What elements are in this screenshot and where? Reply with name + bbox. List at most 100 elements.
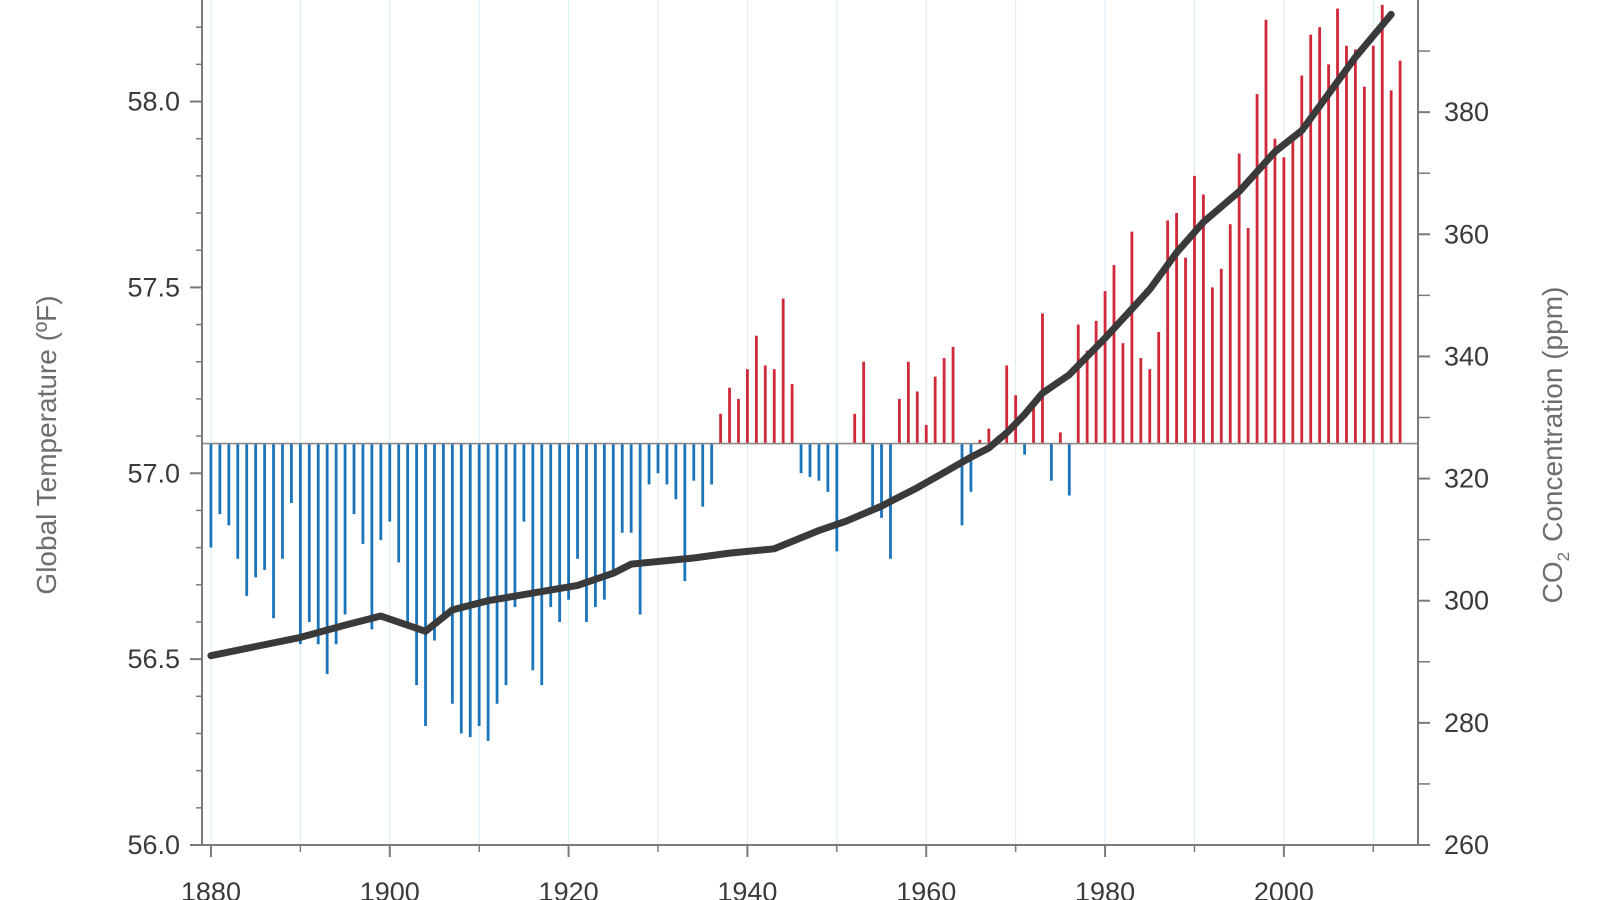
temp-bar-1975 <box>1058 432 1062 444</box>
temp-bar-1989 <box>1184 257 1187 444</box>
y-axis-title: Global Temperature (ºF) <box>31 295 62 594</box>
y-tick-label: 57.5 <box>127 272 180 302</box>
temp-bar-1964 <box>960 443 964 526</box>
temp-bar-2000 <box>1282 157 1286 444</box>
x-tick-label: 1920 <box>539 877 599 900</box>
temp-bar-1938 <box>728 387 731 444</box>
temp-bar-2012 <box>1389 90 1393 444</box>
temp-bar-1957 <box>898 398 901 444</box>
x-tick-label: 1940 <box>717 877 777 900</box>
temp-bar-1903 <box>415 443 418 686</box>
temp-bar-1980 <box>1103 291 1107 444</box>
temp-bar-2001 <box>1291 138 1295 444</box>
temp-bar-1992 <box>1210 287 1214 444</box>
temp-bar-1928 <box>638 443 642 615</box>
temp-bar-2006 <box>1336 8 1339 444</box>
temp-bar-1983 <box>1130 231 1134 444</box>
y2-tick-label: 320 <box>1444 464 1489 494</box>
x-tick-label: 2000 <box>1254 877 1314 900</box>
y2-tick-label: 260 <box>1444 830 1489 860</box>
temp-bar-1954 <box>871 443 874 507</box>
temp-bar-1967 <box>987 428 991 444</box>
temp-bar-1973 <box>1041 313 1044 444</box>
temp-bar-1885 <box>254 443 258 578</box>
temp-bar-1969 <box>1005 365 1009 444</box>
temp-bar-1982 <box>1121 343 1125 444</box>
y2-tick-label: 360 <box>1444 219 1489 249</box>
y2-axis-title-prefix: CO <box>1537 561 1568 603</box>
temp-bar-1996 <box>1246 227 1250 444</box>
temp-bar-1988 <box>1175 213 1178 444</box>
y2-tick-label: 280 <box>1444 708 1489 738</box>
temp-bar-1971 <box>1023 443 1026 455</box>
temp-bar-1986 <box>1157 332 1161 444</box>
temperature-bars <box>209 4 1402 741</box>
temp-bar-1997 <box>1255 94 1259 444</box>
temp-bar-1893 <box>325 443 329 674</box>
temp-bar-1940 <box>746 369 749 444</box>
y2-axis-title-suffix: Concentration (ppm) <box>1537 287 1568 542</box>
y2-tick-label: 300 <box>1444 586 1489 616</box>
temp-bar-1881 <box>218 443 222 515</box>
temp-bar-1909 <box>468 443 472 738</box>
temp-bar-1974 <box>1050 443 1053 481</box>
temp-bar-1925 <box>611 443 615 570</box>
temp-bar-2005 <box>1327 64 1330 444</box>
temp-bar-1912 <box>495 443 499 704</box>
temp-bar-1946 <box>799 443 803 474</box>
temp-bar-1959 <box>915 391 919 444</box>
temp-bar-1911 <box>486 443 490 741</box>
temp-bar-1880 <box>209 443 213 548</box>
temp-bar-2003 <box>1309 34 1313 444</box>
temp-bar-1904 <box>424 443 427 727</box>
temp-bar-1936 <box>710 443 714 485</box>
temp-bar-1976 <box>1067 443 1071 496</box>
temp-bar-1923 <box>594 443 597 608</box>
temp-bar-1919 <box>558 443 562 622</box>
temp-bar-1892 <box>316 443 320 645</box>
temp-bar-1981 <box>1112 265 1116 444</box>
temp-bar-1895 <box>343 443 347 615</box>
temp-bar-1958 <box>906 361 910 444</box>
temp-bar-1917 <box>540 443 544 686</box>
temp-bar-1907 <box>450 443 454 704</box>
temp-bar-1947 <box>808 443 812 477</box>
temp-bar-2007 <box>1345 45 1348 444</box>
temp-bar-1944 <box>781 298 785 444</box>
temp-bar-1883 <box>236 443 240 559</box>
temp-bar-1966 <box>978 439 982 444</box>
tick-labels: 56.0 56.5 57.0 57.5 58.0 260 280 300 320 340 360 38… <box>127 0 1489 900</box>
temp-bar-1902 <box>406 443 410 622</box>
temp-bar-1894 <box>334 443 338 645</box>
temp-bar-1887 <box>272 443 275 619</box>
temp-bar-1999 <box>1273 138 1277 444</box>
y-tick-label: 57.0 <box>127 458 180 488</box>
temp-bar-1921 <box>576 443 579 559</box>
temp-bar-1922 <box>585 443 588 622</box>
x-tick-label: 1980 <box>1075 877 1135 900</box>
temp-bar-1891 <box>307 443 311 622</box>
temp-bar-1896 <box>352 443 356 515</box>
temp-bar-1941 <box>754 335 758 444</box>
temp-bar-1955 <box>880 443 883 518</box>
temp-bar-1908 <box>459 443 463 734</box>
x-tick-label: 1900 <box>360 877 420 900</box>
y-tick-label: 58.0 <box>127 87 180 117</box>
temp-bar-1884 <box>245 443 249 596</box>
temp-bar-1931 <box>665 443 669 485</box>
y2-axis-title-subscript: 2 <box>1554 552 1573 561</box>
y-tick-label: 56.0 <box>127 830 180 860</box>
temp-bar-1906 <box>442 443 445 615</box>
x-tick-label: 1880 <box>181 877 241 900</box>
temp-bar-1960 <box>924 424 928 444</box>
temp-bar-1972 <box>1032 406 1035 444</box>
temp-bar-1916 <box>531 443 535 671</box>
temp-bar-1943 <box>772 369 776 444</box>
temp-bar-1929 <box>647 443 651 485</box>
temp-bar-1993 <box>1219 268 1223 444</box>
temp-bar-1888 <box>281 443 284 559</box>
temp-bar-1899 <box>379 443 383 541</box>
y2-tick-label: 400 <box>1444 0 1489 5</box>
temp-bar-1886 <box>263 443 266 570</box>
